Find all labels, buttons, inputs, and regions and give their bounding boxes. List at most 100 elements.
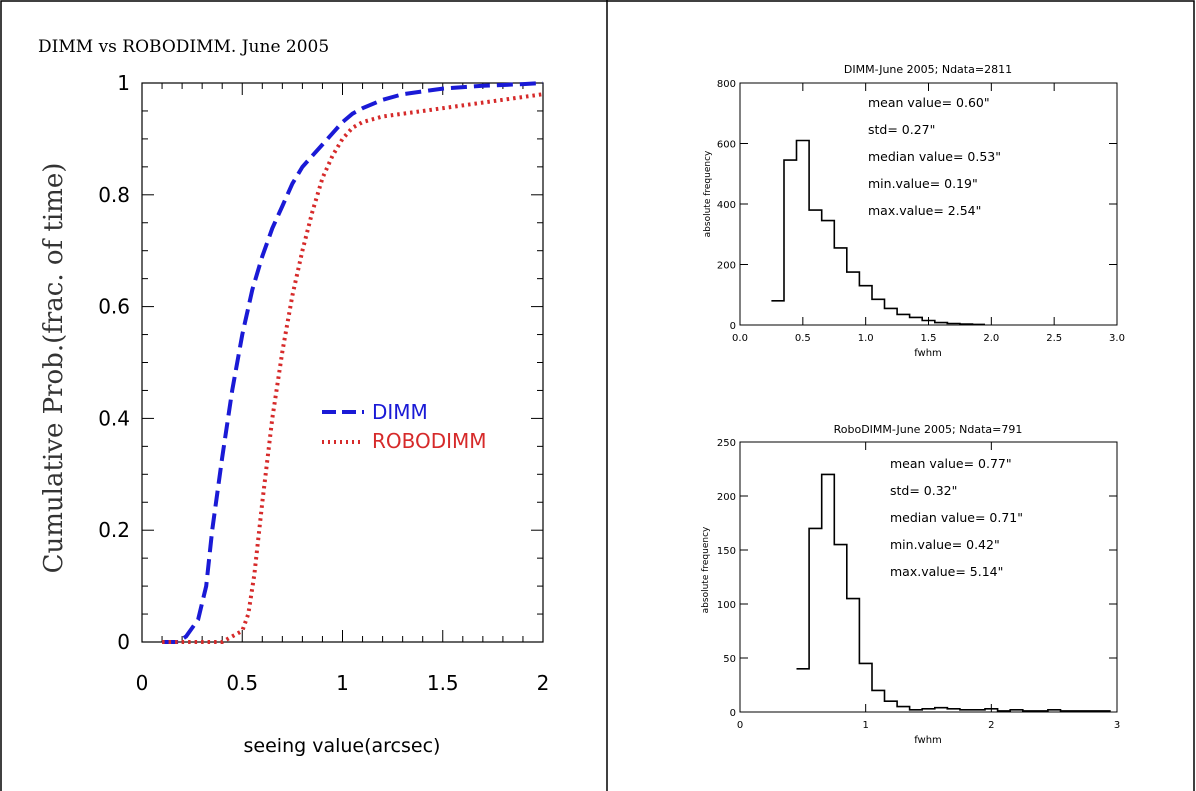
x-tick-label: 0 (136, 671, 149, 695)
robodimm-x-tick-label: 3 (1114, 720, 1120, 731)
dimm-histogram-ylabel: absolute frequency (703, 150, 713, 237)
legend-robodimm-label: ROBODIMM (372, 429, 487, 453)
robodimm-y-tick-label: 150 (717, 546, 736, 557)
robodimm-histogram-bin (797, 669, 810, 712)
robodimm-histogram-bin (1086, 711, 1099, 712)
robodimm-histogram-bin (847, 599, 860, 712)
robodimm-histogram-bin (872, 690, 885, 712)
dimm-histogram-bin (859, 286, 872, 325)
robodimm-histogram-bin (1073, 711, 1086, 712)
dimm-histogram-bin (872, 299, 885, 325)
y-tick-label: 1 (117, 71, 130, 95)
cumulative-chart-xlabel: seeing value(arcsec) (244, 735, 441, 757)
robodimm-histogram-xlabel: fwhm (914, 735, 942, 746)
robodimm-histogram-bin (1035, 711, 1048, 712)
robodimm-histogram-bin (910, 710, 923, 712)
legend: DIMM ROBODIMM (322, 400, 487, 453)
dimm-histogram-bin (897, 314, 910, 325)
robodimm-histogram: RoboDIMM-June 2005; Ndata=791 0 1 2 3 0 50 100… (701, 423, 1120, 746)
cumulative-chart: DIMM vs ROBODIMM. June 2005 0 0.5 1 1.5 2 0 0.… (38, 37, 549, 757)
dimm-y-tick-label: 200 (717, 261, 736, 272)
robodimm-histogram-bin (972, 710, 985, 712)
y-tick-label: 0.2 (98, 518, 130, 542)
dimm-x-tick-label: 0.0 (732, 333, 748, 344)
dimm-histogram-bin (771, 301, 784, 325)
robodimm-histogram-bin (809, 528, 822, 712)
dimm-histogram-title: DIMM-June 2005; Ndata=2811 (844, 63, 1012, 76)
dimm-stat-std: std= 0.27" (868, 122, 935, 137)
dimm-stat-mean: mean value= 0.60" (868, 95, 990, 110)
dimm-y-tick-label: 0 (730, 321, 736, 332)
robodimm-stat-median: median value= 0.71" (890, 510, 1023, 525)
robodimm-stat-min: min.value= 0.42" (890, 537, 1000, 552)
dimm-series-line (162, 81, 544, 644)
robodimm-y-tick-label: 0 (730, 708, 736, 719)
robodimm-histogram-bin (960, 710, 973, 712)
dimm-histogram-plot: 0.0 0.5 1.0 1.5 2.0 2.5 3.0 0 200 400 600 800 (717, 79, 1125, 344)
robodimm-histogram-title: RoboDIMM-June 2005; Ndata=791 (834, 423, 1023, 436)
robodimm-y-tick-label: 250 (717, 438, 736, 449)
dimm-histogram-bin (947, 323, 960, 325)
dimm-stat-min: min.value= 0.19" (868, 176, 978, 191)
robodimm-histogram-ylabel: absolute frequency (701, 526, 711, 613)
robodimm-histogram-outline (796, 473, 1111, 712)
dimm-x-tick-label: 0.5 (795, 333, 811, 344)
robodimm-series-line (162, 92, 544, 644)
dimm-stat-max: max.value= 2.54" (868, 203, 981, 218)
dimm-histogram-bin (972, 324, 985, 325)
robodimm-histogram-bin (897, 707, 910, 712)
dimm-x-tick-label: 2.0 (983, 333, 999, 344)
dimm-histogram-bin (784, 160, 797, 325)
x-tick-label: 2 (537, 671, 550, 695)
x-tick-label: 1 (336, 671, 349, 695)
dimm-x-tick-label: 2.5 (1046, 333, 1062, 344)
robodimm-histogram-bin (1060, 711, 1073, 712)
dimm-histogram-bin (935, 323, 948, 325)
robodimm-histogram-bin (1098, 711, 1111, 712)
robodimm-histogram-bin (998, 711, 1011, 712)
dimm-histogram-bin (797, 140, 810, 325)
robodimm-x-tick-label: 0 (737, 720, 743, 731)
dimm-stat-median: median value= 0.53" (868, 149, 1001, 164)
dimm-histogram-bin (822, 221, 835, 325)
dimm-y-tick-label: 400 (717, 200, 736, 211)
robodimm-histogram-bin (885, 701, 898, 712)
dimm-x-tick-label: 1.5 (921, 333, 937, 344)
robodimm-histogram-bin (1048, 710, 1061, 712)
robodimm-x-tick-label: 2 (988, 720, 994, 731)
robodimm-y-tick-label: 100 (717, 600, 736, 611)
robodimm-histogram-bin (1023, 711, 1036, 712)
cumulative-plot-area: 0 0.5 1 1.5 2 0 0.2 0.4 0.6 0.8 1 (98, 71, 549, 695)
x-tick-label: 1.5 (427, 671, 459, 695)
y-tick-label: 0.4 (98, 406, 130, 430)
y-tick-label: 0 (117, 630, 130, 654)
dimm-histogram-bin (809, 210, 822, 325)
robodimm-y-tick-label: 50 (723, 654, 736, 665)
robodimm-y-tick-label: 200 (717, 492, 736, 503)
robodimm-stat-max: max.value= 5.14" (890, 564, 1003, 579)
x-tick-label: 0.5 (226, 671, 258, 695)
robodimm-histogram-bin (947, 709, 960, 712)
robodimm-histogram-plot: 0 1 2 3 0 50 100 150 200 250 (717, 438, 1120, 731)
dimm-histogram-xlabel: fwhm (914, 348, 942, 359)
robodimm-histogram-bin (822, 474, 835, 712)
cumulative-chart-ylabel: Cumulative Prob.(frac. of time) (39, 163, 69, 574)
dimm-y-tick-label: 800 (717, 79, 736, 90)
dimm-histogram-bin (922, 320, 935, 325)
robodimm-stat-std: std= 0.32" (890, 483, 957, 498)
dimm-histogram: DIMM-June 2005; Ndata=2811 0.0 0.5 1.0 1.5 2… (703, 63, 1125, 359)
legend-dimm-label: DIMM (372, 400, 428, 424)
dimm-y-tick-label: 600 (717, 140, 736, 151)
cumulative-chart-title: DIMM vs ROBODIMM. June 2005 (38, 37, 329, 57)
dimm-histogram-outline (771, 139, 985, 326)
robodimm-histogram-bin (935, 708, 948, 712)
robodimm-histogram-bin (1010, 710, 1023, 712)
dimm-histogram-bin (885, 308, 898, 325)
dimm-histogram-bin (847, 272, 860, 325)
robodimm-stat-mean: mean value= 0.77" (890, 456, 1012, 471)
robodimm-x-tick-label: 1 (862, 720, 868, 731)
dimm-histogram-bin (960, 324, 973, 325)
robodimm-histogram-bin (922, 709, 935, 712)
